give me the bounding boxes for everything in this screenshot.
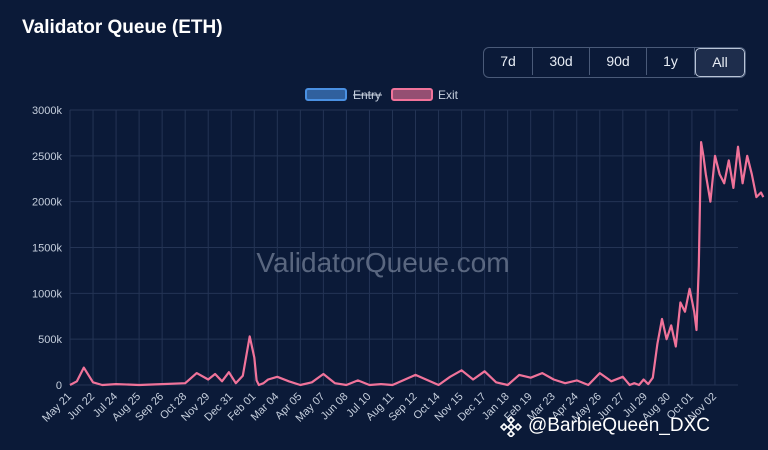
y-axis: 0 500k 1000k 1500k 2000k 2500k 3000k <box>32 105 62 392</box>
chart-legend: Entry Exit <box>305 88 459 102</box>
x-tick-label: May 21 <box>40 391 74 425</box>
watermark-text: ValidatorQueue.com <box>256 247 509 278</box>
exit-series <box>69 140 765 387</box>
range-button-30d[interactable]: 30d <box>533 48 590 75</box>
validator-queue-chart: Entry Exit 0 500k 1000k 1500k 2000k 2500k 3000… <box>32 88 765 425</box>
y-tick-label: 1500k <box>32 243 62 255</box>
y-tick-label: 500k <box>38 334 62 346</box>
legend-swatch-entry[interactable] <box>305 88 347 101</box>
exit-series-line <box>69 140 765 387</box>
legend-swatch-exit[interactable] <box>391 88 433 101</box>
range-button-1y[interactable]: 1y <box>647 48 695 75</box>
y-tick-label: 0 <box>56 380 62 392</box>
y-tick-label: 2000k <box>32 197 62 209</box>
range-button-90d[interactable]: 90d <box>590 48 647 75</box>
page-title: Validator Queue (ETH) <box>22 17 223 38</box>
range-button-all[interactable]: All <box>695 48 745 77</box>
time-range-selector: 7d 30d 90d 1y All <box>483 47 746 78</box>
y-tick-label: 1000k <box>32 288 62 300</box>
range-button-7d[interactable]: 7d <box>484 48 533 75</box>
y-tick-label: 2500k <box>32 151 62 163</box>
binance-logo-icon <box>500 415 522 437</box>
credit-watermark: @BarbieQueen_DXC <box>500 415 710 437</box>
credit-handle: @BarbieQueen_DXC <box>528 415 710 436</box>
y-tick-label: 3000k <box>32 105 62 117</box>
legend-label-exit[interactable]: Exit <box>438 88 459 102</box>
